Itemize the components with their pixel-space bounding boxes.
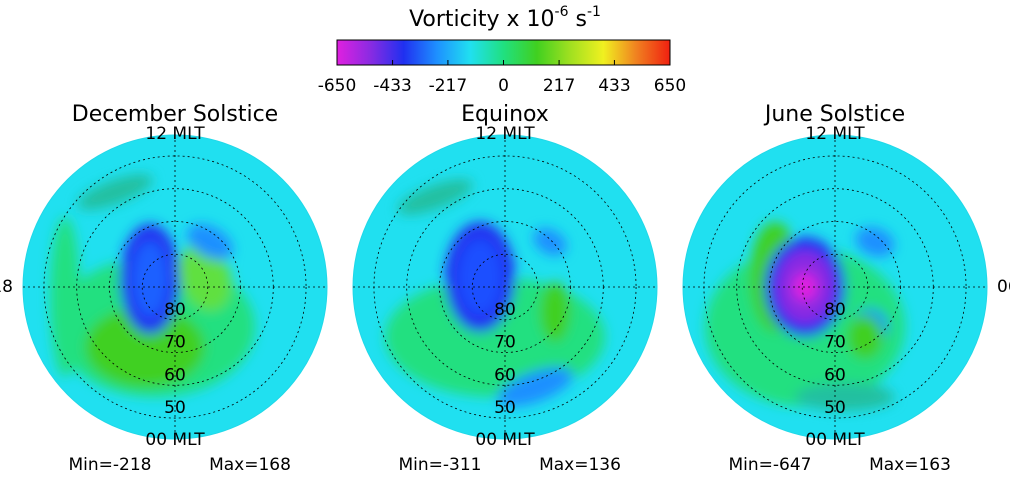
latitude-ring	[406, 188, 604, 386]
field-contours	[385, 179, 605, 407]
top-label: 12 MLT	[145, 124, 205, 144]
bottom-label: 00 MLT	[805, 430, 865, 450]
colorbar-tick-label: -217	[429, 76, 468, 96]
latitude-label: 50	[494, 398, 516, 418]
min-label: Min=-647	[729, 455, 812, 475]
latitude-ring	[439, 221, 571, 353]
latitude-label: 50	[164, 398, 186, 418]
latitude-label: 60	[164, 365, 186, 385]
colorbar-tick-label: 217	[543, 76, 575, 96]
colorbar-tick-label: -650	[318, 76, 357, 96]
contour-region	[77, 174, 153, 210]
latitude-label: 80	[164, 300, 186, 320]
latitude-label: 50	[824, 398, 846, 418]
contour-region	[187, 223, 233, 261]
contour-region	[540, 282, 570, 342]
latitude-ring	[703, 155, 967, 419]
latitude-ring	[471, 253, 539, 321]
max-label: Max=168	[209, 455, 291, 475]
contour-region	[132, 241, 168, 317]
latitude-ring	[109, 221, 241, 353]
latitude-ring	[736, 188, 934, 386]
field-contours	[50, 174, 255, 397]
latitude-label: 70	[494, 333, 516, 353]
latitude-label: 80	[494, 300, 516, 320]
contour-region	[458, 239, 502, 315]
latitude-label: 70	[824, 333, 846, 353]
panel-title: Equinox	[461, 102, 549, 127]
left-label: 18	[0, 277, 13, 297]
bottom-label: 00 MLT	[145, 430, 205, 450]
top-label: 12 MLT	[475, 124, 535, 144]
contour-region	[50, 217, 80, 377]
contour-region	[847, 315, 883, 359]
latitude-ring	[43, 155, 307, 419]
latitude-ring	[769, 221, 901, 353]
min-label: Min=-311	[399, 455, 482, 475]
latitude-ring	[801, 253, 869, 321]
max-label: Max=163	[869, 455, 951, 475]
colorbar-tick-label: 650	[654, 76, 686, 96]
panel-title: December Solstice	[72, 102, 278, 127]
latitude-ring	[373, 155, 637, 419]
latitude-ring	[141, 253, 209, 321]
contour-region	[497, 367, 573, 407]
max-label: Max=136	[539, 455, 621, 475]
right-label: 06	[997, 277, 1010, 297]
latitude-label: 70	[164, 333, 186, 353]
latitude-label: 80	[824, 300, 846, 320]
top-label: 12 MLT	[805, 124, 865, 144]
bottom-label: 00 MLT	[475, 430, 535, 450]
latitude-label: 60	[494, 365, 516, 385]
contour-region	[397, 179, 473, 215]
latitude-ring	[76, 188, 274, 386]
contour-region	[795, 383, 895, 411]
colorbar-tick-label: -433	[373, 76, 412, 96]
colorbar-title: Vorticity x 10-6 s-1	[409, 4, 601, 32]
latitude-label: 60	[824, 365, 846, 385]
colorbar-tick-label: 433	[598, 76, 630, 96]
panel-title: June Solstice	[763, 102, 905, 127]
min-label: Min=-218	[69, 455, 152, 475]
contour-region	[855, 227, 895, 257]
contour-region	[178, 243, 232, 311]
colorbar-tick-label: 0	[498, 76, 509, 96]
